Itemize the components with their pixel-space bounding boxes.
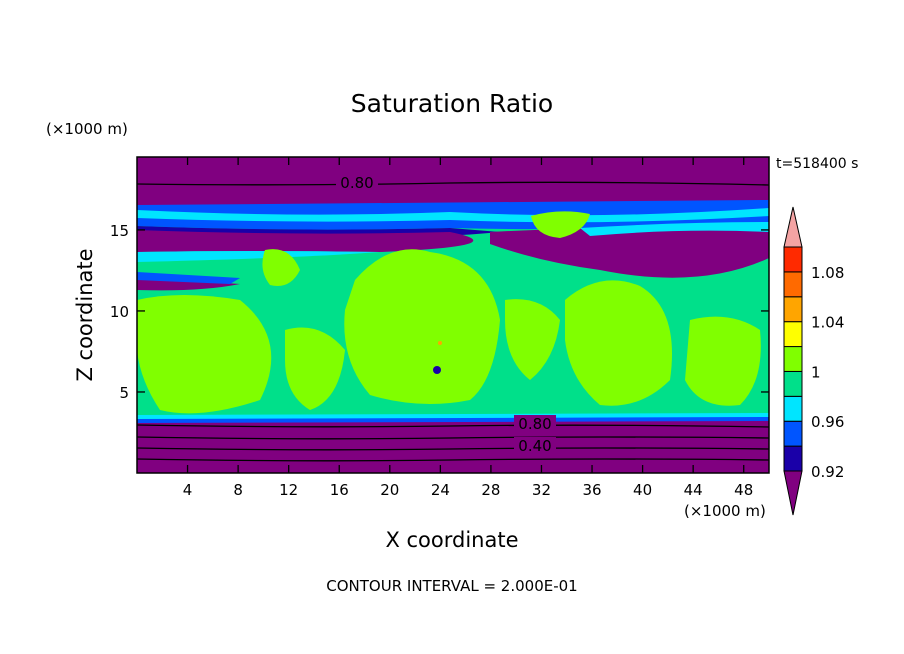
plot-frame — [136, 156, 770, 474]
contour-label: 0.80 — [518, 415, 551, 433]
colorbar-segment — [783, 296, 803, 323]
y-unit-label: (×1000 m) — [46, 120, 128, 138]
y-tick-label: 5 — [119, 384, 129, 402]
y-axis-label: Z coordinate — [73, 248, 97, 381]
time-label: t=518400 s — [776, 156, 858, 172]
x-tick-label: 40 — [633, 481, 652, 499]
x-tick-label: 28 — [481, 481, 500, 499]
colorbar-segment — [783, 271, 803, 298]
colorbar-segment — [783, 346, 803, 372]
x-unit-label: (×1000 m) — [684, 502, 766, 520]
colorbar-segment — [783, 321, 803, 348]
contour-field — [137, 157, 769, 473]
y-tick-label: 15 — [110, 222, 129, 240]
x-tick-label: 44 — [684, 481, 703, 499]
x-axis-label: X coordinate — [385, 528, 518, 552]
x-tick-label: 16 — [330, 481, 349, 499]
colorbar-tick-label: 1.08 — [811, 264, 844, 282]
colorbar-over-arrow — [783, 206, 803, 248]
contour-lines — [137, 181, 769, 462]
x-tick-label: 20 — [380, 481, 399, 499]
x-tick-label: 4 — [183, 481, 193, 499]
colorbar-tick-label: 0.96 — [811, 413, 844, 431]
colorbar-segment — [783, 246, 803, 273]
colorbar-segment — [783, 395, 803, 422]
colorbar: 0.92 0.96 1 1.04 1.08 — [783, 206, 844, 516]
colorbar-segment — [783, 420, 803, 447]
colorbar-under-arrow — [783, 470, 803, 516]
colorbar-tick-label: 1 — [811, 363, 821, 381]
colorbar-segment — [783, 445, 803, 472]
contour-label: 0.40 — [518, 437, 551, 455]
x-tick-label: 8 — [233, 481, 243, 499]
x-tick-label: 24 — [431, 481, 450, 499]
x-axis: 4 8 12 16 20 24 28 32 36 40 44 48 — [183, 157, 753, 499]
contour-interval-note: CONTOUR INTERVAL = 2.000E-01 — [326, 577, 577, 595]
x-tick-label: 32 — [532, 481, 551, 499]
colorbar-tick-label: 0.92 — [811, 463, 844, 481]
colorbar-tick-label: 1.04 — [811, 314, 844, 332]
y-tick-label: 10 — [110, 303, 129, 321]
x-tick-label: 36 — [582, 481, 601, 499]
contour-label-group: 0.80 0.80 0.40 — [336, 174, 556, 455]
colorbar-segment — [783, 370, 803, 397]
y-axis: 5 10 15 — [110, 222, 769, 402]
contour-label: 0.80 — [340, 174, 373, 192]
chart-title: Saturation Ratio — [351, 89, 553, 118]
x-tick-label: 12 — [279, 481, 298, 499]
x-tick-label: 48 — [734, 481, 753, 499]
